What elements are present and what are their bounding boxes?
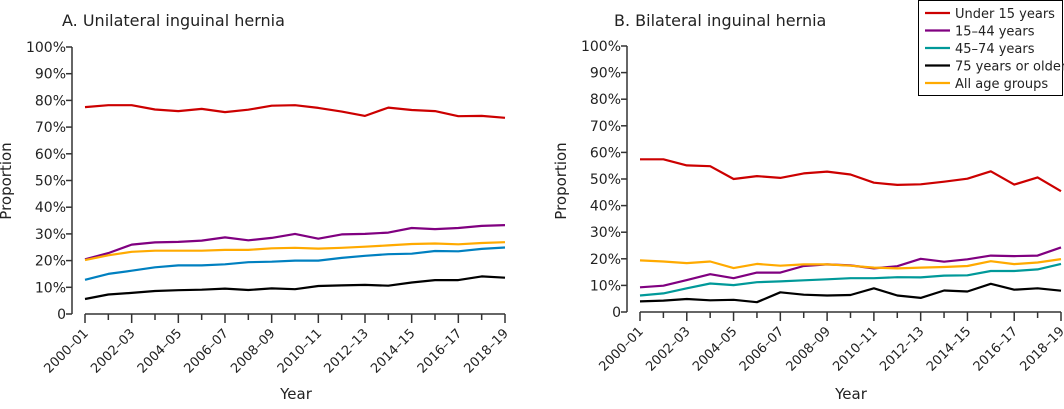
legend-label: Under 15 years [955,7,1055,22]
y-tick-label: 50% [35,174,66,190]
panel-b-xlabel: Year [834,385,868,403]
y-tick-label: 100% [581,39,621,55]
y-tick-label: 40% [35,200,66,216]
y-tick-label: 0 [612,305,621,321]
series-line-under-15-years [85,105,505,118]
series-line-all-age-groups [640,259,1061,268]
series-line-under-15-years [640,159,1061,191]
x-tick-label: 2002–03 [88,326,138,376]
x-tick-label: 2008–09 [228,326,278,376]
legend: Under 15 years 15–44 years 45–74 years 75 y… [919,1,1064,96]
y-tick-label: 60% [590,145,621,161]
panel-a-title: A. Unilateral inguinal hernia [62,11,285,30]
y-tick-label: 0 [57,307,66,323]
series-line-15-44-years [85,225,505,259]
y-tick-label: 80% [35,93,66,109]
series-line-75-years-or-older [640,284,1061,302]
x-tick-label: 2014–15 [368,326,418,376]
legend-label: 45–74 years [955,42,1035,57]
y-tick-label: 30% [35,227,66,243]
y-tick-label: 60% [35,147,66,163]
y-tick-label: 70% [590,119,621,135]
y-tick-label: 70% [35,120,66,136]
x-tick-label: 2010–11 [275,326,325,376]
x-tick-label: 2008–09 [784,324,834,374]
x-tick-label: 2018–19 [1018,324,1064,374]
series-line-15-44-years [640,247,1061,287]
y-tick-label: 20% [590,252,621,268]
panel-b-title: B. Bilateral inguinal hernia [614,11,826,30]
legend-label: 15–44 years [955,25,1035,40]
legend-label: 75 years or older [955,60,1064,75]
series-line-45-74-years [640,264,1061,296]
y-tick-label: 80% [590,92,621,108]
x-tick-label: 2016–17 [415,326,465,376]
y-tick-label: 100% [26,40,66,56]
y-tick-label: 90% [35,67,66,83]
x-tick-label: 2016–17 [971,324,1021,374]
x-tick-label: 2012–13 [322,326,372,376]
panel-a-ylabel: Proportion [0,142,15,219]
y-tick-label: 10% [35,280,66,296]
y-tick-label: 20% [35,254,66,270]
y-tick-label: 10% [590,278,621,294]
x-tick-label: 2004–05 [135,326,185,376]
x-tick-label: 2000–01 [42,326,92,376]
y-tick-label: 90% [590,66,621,82]
x-tick-label: 2018–19 [462,326,512,376]
x-tick-label: 2006–07 [737,324,787,374]
series-line-75-years-or-older [85,276,505,299]
panel-b-ylabel: Proportion [552,142,570,219]
y-tick-label: 50% [590,172,621,188]
x-tick-label: 2010–11 [830,324,880,374]
x-tick-label: 2002–03 [643,324,693,374]
series-line-45-74-years [85,248,505,280]
panel-a-unilateral: A. Unilateral inguinal hernia Proportion… [0,11,512,403]
x-tick-label: 2000–01 [597,324,647,374]
x-tick-label: 2006–07 [182,326,232,376]
legend-label: All age groups [955,77,1048,92]
x-tick-label: 2012–13 [877,324,927,374]
x-tick-label: 2004–05 [690,324,740,374]
panel-a-xlabel: Year [279,385,313,403]
y-tick-label: 30% [590,225,621,241]
y-tick-label: 40% [590,199,621,215]
x-tick-label: 2014–15 [924,324,974,374]
